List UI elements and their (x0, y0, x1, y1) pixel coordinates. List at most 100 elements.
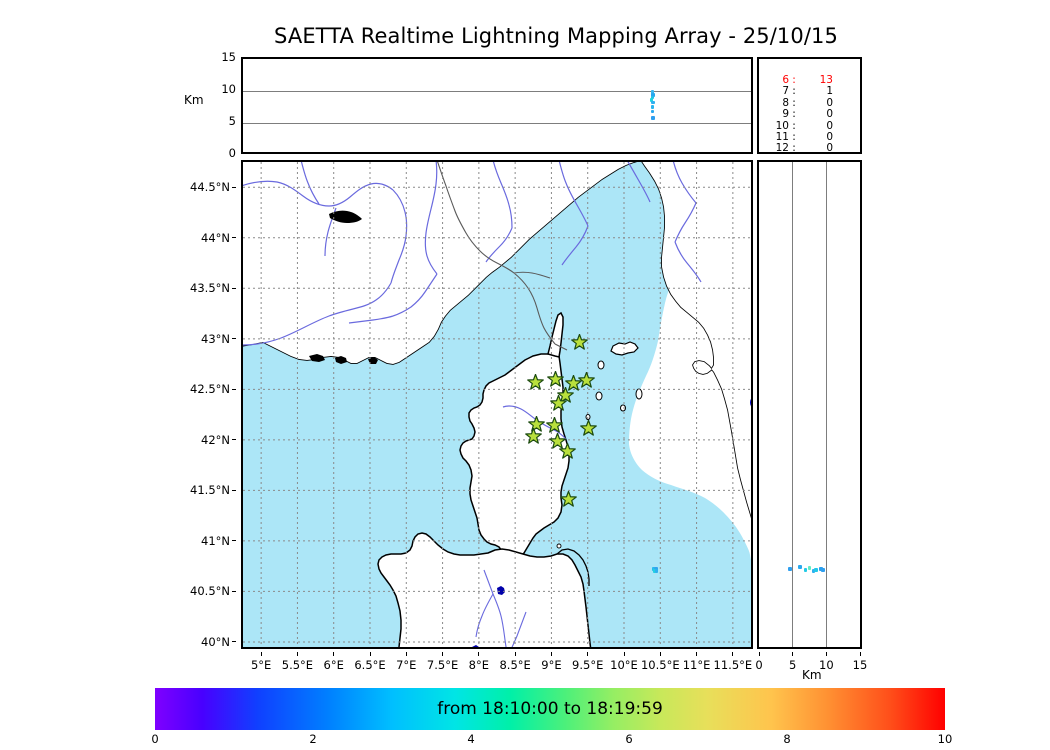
map-latitude-tickmark (232, 489, 236, 491)
map-latitude-tick: 41°N (201, 533, 230, 548)
map-longitude-tick: 5.5°E (281, 658, 314, 672)
map-longitude-tick: 11.5°E (713, 658, 753, 672)
map-longitude-tick: 7.5°E (426, 658, 459, 672)
colorbar-tick: 4 (467, 732, 475, 746)
station-id: 12 (775, 142, 789, 155)
map-longitude-tick: 10.5°E (640, 658, 680, 672)
top-panel-axis-label: Km (184, 93, 204, 107)
map-latitude-tick: 40°N (201, 634, 230, 649)
map-longitude-tickmark (478, 652, 480, 656)
map-latitude-tick: 44°N (201, 230, 230, 245)
colorbar-tick: 0 (151, 732, 159, 746)
right-panel-x-axis: 0 5 10 15 (755, 652, 867, 672)
station-id: 8 (782, 96, 789, 109)
station-count-row: 12: 0 (765, 142, 833, 155)
lightning-source-dot (814, 568, 818, 572)
top-ytick-5: 5 (228, 114, 236, 128)
map-latitude-tick: 43°N (201, 331, 230, 346)
altitude-longitude-panel (241, 57, 753, 154)
map-longitude-tickmark (550, 652, 552, 656)
right-panel-tickmark (859, 652, 861, 656)
station-separator: : (792, 74, 796, 86)
lightning-source-dot (650, 90, 654, 94)
map-latitude-tickmark (232, 388, 236, 390)
station-count-row: 8: 0 (765, 96, 833, 109)
station-count: 0 (826, 119, 833, 132)
lightning-source-dot (798, 565, 802, 569)
map-latitude-tickmark (232, 439, 236, 441)
station-count: 13 (819, 74, 833, 86)
lma-station-star-icon (548, 433, 566, 450)
station-count-row: 9: 0 (765, 108, 833, 120)
right-panel-gridline-5 (792, 162, 793, 647)
lightning-source-dot (819, 567, 823, 571)
station-count: 0 (826, 130, 833, 143)
map-longitude-tickmark (405, 652, 407, 656)
top-ytick-0: 0 (228, 146, 236, 160)
lma-station-star-icon (560, 490, 578, 508)
lightning-source-dot (649, 98, 654, 102)
lma-station-star-icon (550, 394, 567, 412)
page-title-text: SAETTA Realtime Lightning Mapping Array … (274, 24, 838, 48)
station-id: 10 (775, 119, 789, 132)
colorbar-tick: 2 (309, 732, 317, 746)
map-longitude-tick: 6.5°E (354, 658, 386, 672)
top-panel-y-axis: 15 10 5 0 (180, 50, 236, 160)
map-latitude-tickmark (232, 540, 236, 542)
map-latitude-tickmark (232, 338, 236, 340)
map-longitude-tickmark (260, 652, 262, 656)
colorbar[interactable]: from 18:10:00 to 18:19:59 0 2 4 6 8 10 (151, 688, 952, 746)
lma-station-star-icon (579, 419, 597, 437)
map-longitude-tick: 10°E (610, 658, 638, 672)
map-latitude-tickmark (232, 641, 236, 643)
map-latitude-tick: 42.5°N (190, 382, 230, 397)
colorbar-tick: 10 (937, 732, 953, 746)
top-panel-gridline-5 (243, 123, 751, 124)
map-longitude-tickmark (696, 652, 698, 656)
station-id: 6 (782, 74, 789, 86)
map-geography (243, 162, 751, 647)
station-count-row: 11: 0 (765, 130, 833, 143)
station-separator: : (792, 96, 796, 109)
map-longitude-tickmark (732, 652, 734, 656)
colorbar-gradient (155, 688, 945, 730)
lightning-source-dot (650, 105, 654, 109)
map-longitude-tick: 11°E (682, 658, 711, 672)
station-count-row: 10: 0 (765, 119, 833, 132)
map-latitude-tick: 41.5°N (190, 483, 230, 498)
colorbar-tick: 6 (625, 732, 633, 746)
station-id: 7 (782, 85, 789, 98)
lma-station-star-icon (571, 334, 588, 351)
map-latitude-axis: 44.5°N 44°N 43.5°N 43°N 42.5°N 42°N 41.5°N 41°N… (160, 160, 236, 649)
station-separator: : (792, 142, 796, 155)
lma-station-star-icon (546, 416, 564, 434)
lightning-source-dot (652, 569, 657, 573)
map-longitude-tickmark (369, 652, 371, 656)
lightning-source-dot (651, 93, 655, 97)
map-longitude-tick: 7°E (396, 658, 417, 672)
station-count-row: 7: 1 (765, 85, 833, 98)
colorbar-time-range-label: from 18:10:00 to 18:19:59 (437, 699, 663, 719)
lma-station-star-icon (525, 428, 543, 445)
colorbar-tick: 8 (783, 732, 791, 746)
map-latitude-tick: 43.5°N (190, 281, 230, 296)
lma-station-star-icon (557, 386, 575, 404)
lightning-source-dot (651, 116, 655, 120)
lma-station-star-icon (527, 415, 545, 433)
map-longitude-tick: 6°E (323, 658, 344, 672)
right-panel-gridline-10 (826, 162, 827, 647)
station-count-panel: 6: 13 7: 1 8: 0 9: 0 10: 0 11: 0 12: 0 (757, 57, 862, 154)
lightning-source-dot (803, 568, 808, 572)
map-latitude-tick: 44.5°N (190, 180, 230, 195)
map-latitude-tick: 42°N (201, 432, 230, 447)
lightning-source-dot (650, 95, 654, 100)
lma-station-star-icon (559, 443, 577, 460)
top-panel-gridline-10 (243, 91, 751, 92)
station-count: 1 (826, 85, 833, 98)
map-longitude-axis: 5°E 5.5°E 6°E 6.5°E 7°E 7.5°E 8°E 8.5°E 9°E 9.5°E… (241, 652, 753, 672)
map-latitude-tickmark (232, 590, 236, 592)
lma-station-star-icon (547, 370, 564, 388)
map-panel[interactable] (241, 160, 753, 649)
lightning-source-dot (821, 568, 825, 572)
map-latitude-tickmark (232, 287, 236, 289)
